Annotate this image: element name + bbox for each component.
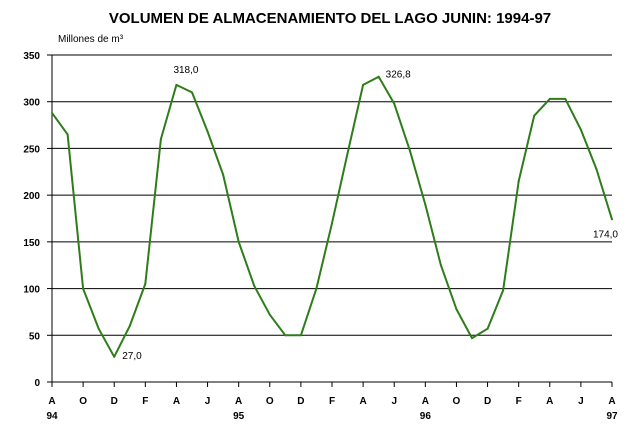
chart-title: VOLUMEN DE ALMACENAMIENTO DEL LAGO JUNIN… [109, 10, 551, 27]
data-point [66, 133, 69, 136]
x-tick-label: A [546, 396, 553, 407]
data-point [82, 287, 85, 290]
data-point [424, 203, 427, 206]
data-point [299, 334, 302, 337]
x-tick-label: F [329, 396, 335, 407]
axes [47, 54, 613, 387]
data-point [486, 327, 489, 330]
x-tick-label: A [173, 396, 180, 407]
y-tick-label: 300 [23, 98, 40, 109]
data-point [284, 334, 287, 337]
y-tick-label: 100 [23, 285, 40, 296]
data-point [393, 102, 396, 105]
data-point [206, 130, 209, 133]
data-point [548, 97, 551, 100]
data-label: 27,0 [122, 351, 142, 362]
y-tick-label: 150 [23, 238, 40, 249]
x-tick-label: A [608, 396, 615, 407]
series-line [51, 75, 613, 358]
data-point [595, 168, 598, 170]
data-point [455, 308, 458, 311]
year-label: 94 [46, 411, 58, 422]
data-point [377, 75, 380, 78]
data-point [564, 97, 567, 100]
x-tick-label: O [453, 396, 461, 407]
x-tick-label: A [48, 396, 55, 407]
y-tick-label: 50 [29, 331, 41, 342]
data-point [315, 287, 318, 290]
data-point [51, 111, 53, 114]
y-tick-label: 0 [34, 378, 40, 389]
x-tick-label: D [111, 396, 118, 407]
x-tick-label: J [391, 396, 397, 407]
data-point [191, 91, 193, 94]
x-tick-label: A [359, 396, 366, 407]
data-point [502, 289, 505, 292]
data-point [517, 180, 520, 183]
y-tick-label: 200 [23, 191, 40, 202]
data-point [579, 128, 582, 131]
data-point [159, 138, 162, 141]
data-point [611, 218, 613, 221]
data-point [222, 173, 225, 176]
data-label: 318,0 [173, 65, 198, 76]
x-tick-label: O [79, 396, 87, 407]
year-label: 97 [606, 411, 618, 422]
y-tick-label: 350 [23, 51, 40, 62]
data-point [268, 313, 271, 316]
data-point [346, 152, 349, 155]
data-point [97, 327, 100, 330]
x-tick-label: D [297, 396, 304, 407]
data-point [362, 83, 365, 86]
data-point [113, 355, 116, 358]
data-label: 174,0 [593, 229, 618, 240]
y-tick-label: 250 [23, 144, 40, 155]
gridlines [52, 54, 612, 336]
year-label: 96 [420, 411, 432, 422]
x-tick-label: J [578, 396, 584, 407]
x-tick-label: J [205, 396, 211, 407]
x-tick-label: A [235, 396, 242, 407]
data-label: 326,8 [386, 70, 411, 81]
x-tick-label: F [142, 396, 148, 407]
year-label: 95 [233, 411, 245, 422]
labels-layer: 0 50 100 150 200 250 300 350 A O D F A J A O D F A J A O D F A J A… [23, 51, 618, 422]
data-point [408, 149, 411, 152]
data-point [439, 264, 442, 267]
y-axis-unit-label: Millones de m³ [58, 34, 124, 45]
x-tick-label: D [484, 396, 491, 407]
x-tick-label: A [422, 396, 429, 407]
data-point [471, 337, 473, 340]
data-point [144, 282, 147, 285]
data-point [331, 222, 333, 225]
x-tick-label: O [266, 396, 274, 407]
series-layer [51, 75, 613, 358]
x-tick-label: F [516, 396, 522, 407]
data-point [253, 284, 256, 287]
data-point [237, 240, 240, 243]
data-point [175, 83, 178, 86]
data-point [533, 114, 536, 117]
data-point [128, 324, 131, 327]
